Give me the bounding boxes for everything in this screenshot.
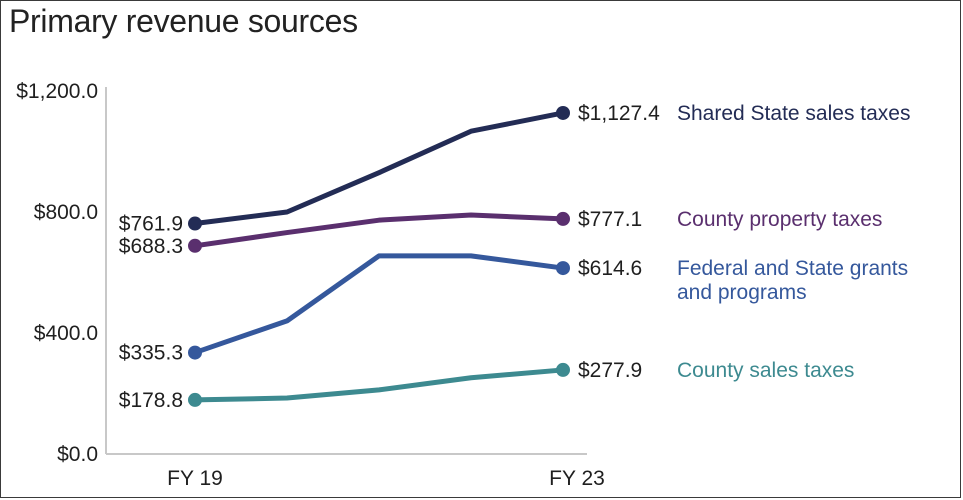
series-line: [192, 110, 566, 227]
data-point: [556, 211, 570, 226]
data-point: [556, 362, 570, 377]
data-point: [556, 105, 570, 120]
data-label-start: $761.9: [119, 213, 183, 236]
data-point: [188, 238, 202, 253]
series-line: [192, 212, 566, 249]
series-line: [192, 367, 566, 403]
series-label: Federal and State grants: [677, 257, 908, 280]
data-label-end: $614.6: [578, 257, 642, 280]
series-label: County property taxes: [677, 208, 882, 231]
series-line: [192, 253, 566, 356]
y-tick-label: $400.0: [34, 322, 98, 345]
data-label-end: $277.9: [578, 359, 642, 382]
series-label: and programs: [677, 281, 807, 304]
data-label-start: $178.8: [119, 389, 183, 412]
data-label-end: $1,127.4: [578, 102, 660, 125]
x-tick-label: FY 19: [167, 467, 223, 490]
y-tick-label: $0.0: [57, 443, 98, 466]
data-label-start: $335.3: [119, 342, 183, 365]
data-point: [556, 261, 570, 276]
y-tick-label: $1,200.0: [16, 80, 98, 103]
data-point: [188, 216, 202, 231]
data-point: [188, 392, 202, 407]
y-tick-label: $800.0: [34, 201, 98, 224]
chart-title: Primary revenue sources: [9, 3, 358, 39]
data-label-end: $777.1: [578, 208, 642, 231]
series-label: Shared State sales taxes: [677, 102, 910, 125]
series-label: County sales taxes: [677, 359, 854, 382]
x-tick-label: FY 23: [549, 467, 605, 490]
data-point: [188, 345, 202, 360]
data-label-start: $688.3: [119, 235, 183, 258]
